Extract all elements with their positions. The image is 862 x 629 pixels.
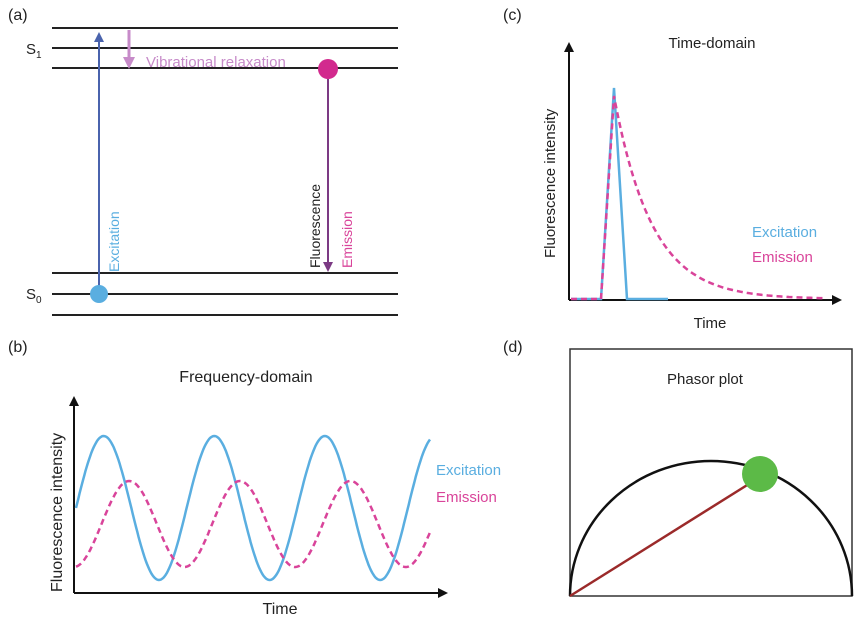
phasor-vector xyxy=(569,475,761,598)
panel-b-x-label: Time xyxy=(263,601,298,618)
phasor-point xyxy=(742,456,778,492)
fluorescence-label: Fluorescence xyxy=(307,184,323,268)
panel-b-legend-excitation: Excitation xyxy=(436,462,501,479)
panel-c-tag: (c) xyxy=(503,7,522,24)
panel-c-excitation-series xyxy=(571,87,668,301)
panel-b-title: Frequency-domain xyxy=(179,369,312,386)
panel-c-y-label: Fluorescence intensity xyxy=(542,108,559,258)
panel-c-title: Time-domain xyxy=(669,35,756,52)
panel-a-tag: (a) xyxy=(8,7,28,24)
s0-label: S0 xyxy=(26,286,42,306)
phasor-plot-frame xyxy=(569,348,853,597)
panel-c-emission-series xyxy=(571,95,826,301)
panel-b: (b) Frequency-domain Fluorescence intens… xyxy=(8,339,501,618)
panel-b-legend-emission: Emission xyxy=(436,489,497,506)
panel-c-x-label: Time xyxy=(694,315,727,332)
panel-b-y-label: Fluorescence intensity xyxy=(49,433,66,592)
panel-a: (a) S1 S0 Excitation Vibrational relaxat… xyxy=(8,7,398,316)
panel-c-legend-emission: Emission xyxy=(752,249,813,266)
panel-b-emission-series xyxy=(75,479,432,569)
vibrational-relaxation-label: Vibrational relaxation xyxy=(146,54,286,71)
panel-b-excitation-series xyxy=(74,434,432,582)
panel-b-tag: (b) xyxy=(8,339,28,356)
panel-c: (c) Time-domain Fluorescence intensity T… xyxy=(503,7,842,332)
excited-state-electron xyxy=(318,59,338,79)
ground-state-electron xyxy=(90,285,108,303)
s1-label: S1 xyxy=(26,41,42,61)
panel-d-tag: (d) xyxy=(503,339,523,356)
universal-semicircle xyxy=(568,459,854,597)
panel-d-title: Phasor plot xyxy=(667,371,744,388)
excitation-label: Excitation xyxy=(106,211,122,272)
panel-c-legend-excitation: Excitation xyxy=(752,224,817,241)
emission-label: Emission xyxy=(339,211,355,268)
panel-d: (d) Phasor plot xyxy=(503,339,854,598)
